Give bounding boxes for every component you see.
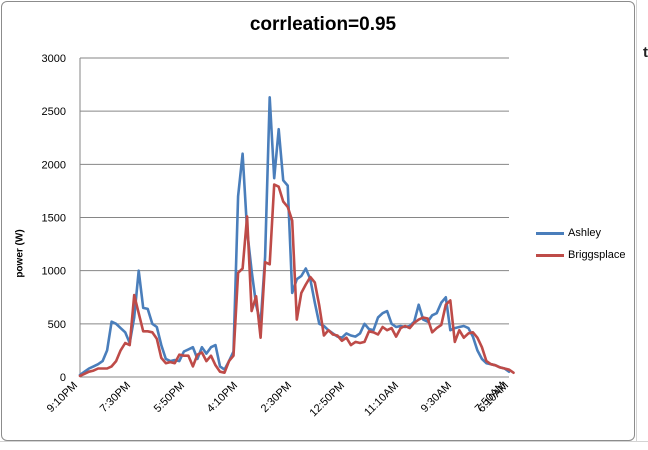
y-tick-label-0: 0: [60, 372, 66, 384]
y-tick-label-1500: 1500: [42, 213, 66, 225]
legend-label-ashley: Ashley: [568, 227, 602, 239]
legend-swatch-briggsplace: [536, 253, 564, 257]
x-tick-label-3: 4:10PM: [205, 380, 240, 415]
series-line-ashley: [78, 96, 511, 377]
legend-swatch-ashley: [536, 231, 564, 235]
chart-title: corrleation=0.95: [249, 14, 397, 35]
x-tick-label-2: 5:50PM: [152, 380, 187, 415]
legend-label-briggsplace: Briggsplace: [568, 249, 626, 261]
x-tick-label-5: 12:50PM: [308, 380, 348, 420]
x-tick-label-4: 2:30PM: [259, 380, 294, 415]
legend-item-ashley: Ashley: [536, 222, 625, 244]
series-line-briggsplace: [78, 183, 515, 378]
legend-item-briggsplace: Briggsplace: [536, 244, 625, 266]
spreadsheet-bottom-strip: [0, 441, 648, 450]
y-tick-label-2500: 2500: [42, 106, 66, 118]
y-tick-label-500: 500: [48, 319, 66, 331]
x-tick-label-0: 9:10PM: [45, 380, 80, 415]
legend: Ashley Briggsplace: [536, 222, 625, 266]
y-tick-label-1000: 1000: [42, 266, 66, 278]
x-tick-label-6: 11:10AM: [362, 380, 401, 419]
y-tick-label-3000: 3000: [42, 53, 66, 65]
x-tick-label-1: 7:30PM: [98, 380, 133, 415]
spreadsheet-edge: [636, 0, 648, 449]
y-tick-label-2000: 2000: [42, 159, 66, 171]
x-tick-label-7: 9:30AM: [419, 380, 454, 415]
spreadsheet-cell-glyph: t: [643, 44, 648, 61]
